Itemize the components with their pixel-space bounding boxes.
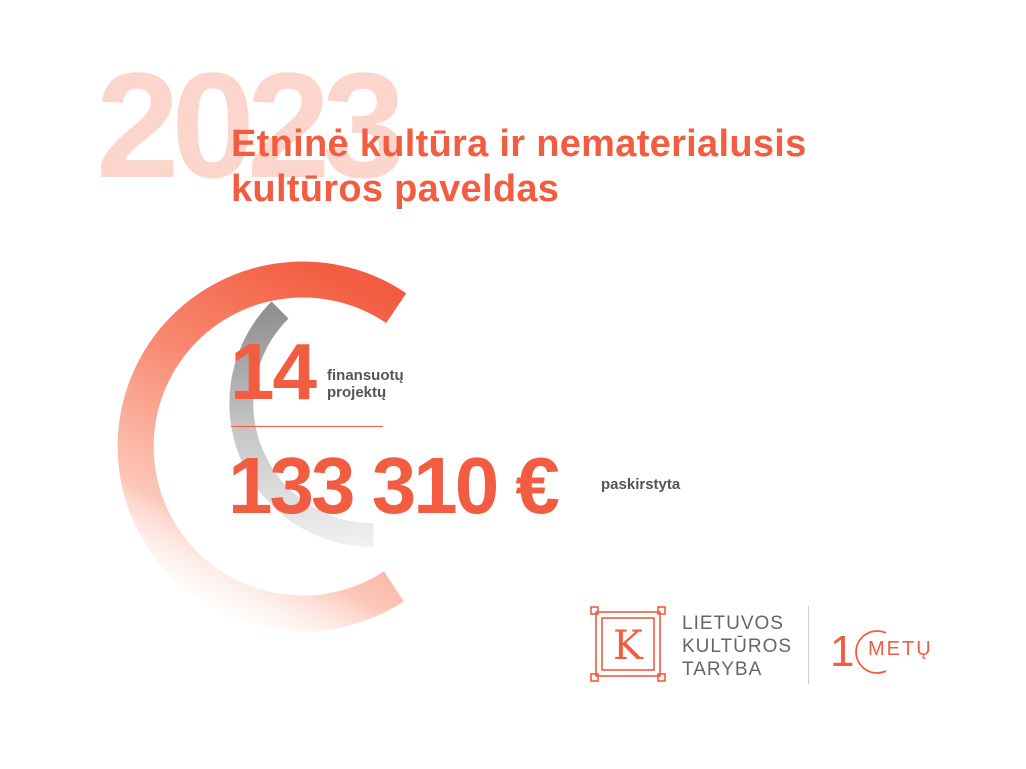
amount-label: paskirstyta (601, 476, 681, 493)
logo-letter: K (613, 623, 644, 669)
inner-ring (229, 301, 374, 548)
amount-value: 133 310 € (228, 441, 560, 530)
logo-line-1: LIETUVOS (682, 613, 784, 634)
ltk-logo-icon: K (590, 606, 666, 682)
logo-line-2: KULTŪROS (682, 636, 793, 657)
stats-divider (231, 426, 383, 427)
projects-count: 14 (230, 327, 317, 416)
outer-ring (117, 261, 407, 632)
anniversary-ring-icon (855, 630, 887, 674)
projects-label-line-2: projektų (327, 384, 387, 401)
anniversary-mark: 1 (830, 627, 887, 676)
anniversary-digit: 1 (830, 627, 854, 676)
title-line-2: kultūros paveldas (231, 168, 560, 210)
logo-line-3: TARYBA (682, 659, 763, 680)
page-title: Etninė kultūra ir nematerialusis kultūro… (231, 122, 951, 212)
title-line-1: Etninė kultūra ir nematerialusis (231, 123, 807, 165)
anniversary-word: METŲ (868, 638, 933, 660)
logo-separator (808, 606, 809, 684)
projects-label-line-1: finansuotų (327, 367, 404, 384)
year-watermark: 2023 (96, 41, 406, 209)
projects-label: finansuotų projektų (327, 367, 404, 401)
logo-wordmark: LIETUVOS KULTŪROS TARYBA (682, 612, 792, 681)
